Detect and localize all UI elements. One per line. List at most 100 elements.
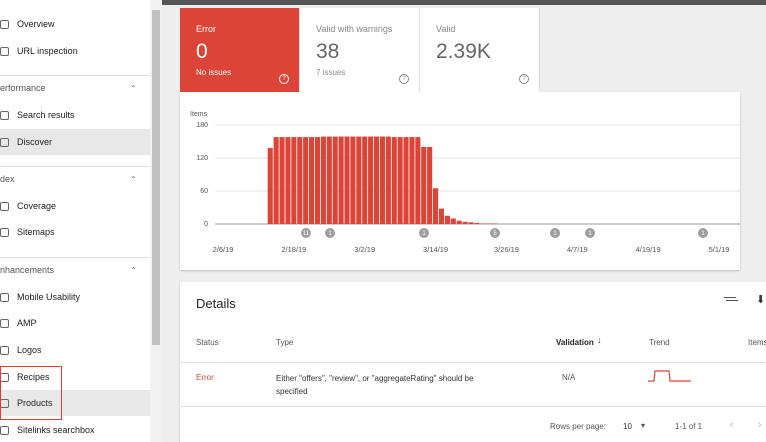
nav-item[interactable]: Logos [17,345,42,355]
nav-icon [0,228,9,237]
nav-item[interactable]: Sitemaps [17,227,55,237]
bar [291,137,297,224]
y-axis-label: Items [190,111,208,118]
x-tick-label: 5/1/19 [709,245,730,254]
filter-icon[interactable] [724,297,736,298]
nav-section: erformance [0,83,46,93]
scrollbar-thumb[interactable] [152,10,160,345]
nav-icon [0,346,9,355]
help-icon: ? [519,74,529,84]
bar [332,136,338,224]
x-tick-label: 3/2/19 [354,245,375,254]
bar [403,137,409,224]
row-divider [180,362,766,363]
nav-icon [0,426,9,435]
nav-item[interactable]: Mobile Usability [17,292,81,302]
bar [273,137,279,224]
nav-item[interactable]: Products [17,398,53,408]
nav-item[interactable]: Recipes [17,372,50,382]
rows-per-page[interactable]: 10 [623,422,632,431]
nav-highlight [0,129,150,155]
bar [474,222,480,224]
nav-item[interactable]: AMP [17,318,37,328]
y-tick-label: 0 [204,221,208,228]
cell-status: Error [196,373,214,382]
event-marker-label: 11 [303,231,310,237]
event-marker [585,228,595,238]
card-label: Error [196,24,216,34]
event-marker-label: 1 [588,231,592,237]
nav-item[interactable]: Discover [17,137,53,147]
bar [338,136,344,224]
x-tick-label: 4/7/19 [567,245,588,254]
bar [450,218,456,224]
next-page[interactable]: › [758,419,762,431]
bar [468,222,474,224]
bar [492,223,498,224]
bar [314,137,321,224]
event-marker [301,228,311,238]
rows-per-page-label: Rows per page: [550,422,607,431]
trend-sparkline [648,370,691,382]
nav-icon [0,20,9,29]
sort-arrow: ↓ [597,335,602,345]
collapse-icon: ⌃ [130,84,137,93]
nav-divider [0,257,150,258]
bar [427,147,433,224]
y-tick-label: 180 [196,122,208,129]
nav-section: nhancements [0,265,55,275]
y-tick-label: 120 [196,155,208,162]
range: 1-1 of 1 [675,422,703,431]
event-marker-label: 1 [553,231,557,237]
bar [486,223,492,224]
column-header: Type [276,338,294,347]
bar [297,137,303,224]
x-tick-label: 3/26/19 [494,245,519,254]
event-marker-label: 1 [328,231,332,237]
prev-page[interactable]: ‹ [730,419,734,431]
bar [421,147,427,224]
bar [279,137,285,224]
summary-card[interactable]: Error 0 No issues? [180,8,300,92]
cell-validation: N/A [562,373,576,382]
download-icon[interactable]: ⬇ [756,294,766,306]
nav-highlight [0,390,150,416]
nav-item[interactable]: Coverage [17,201,57,211]
bar [462,221,468,224]
event-marker [490,228,500,238]
column-header: Status [196,338,219,347]
nav-section: dex [0,174,15,184]
sidebar: Overview URL inspection erformance ⌃ Search … [0,0,150,442]
nav-icon [0,293,9,302]
bar [433,188,439,224]
highlight-box [0,366,62,420]
bar [326,136,332,224]
card-note: No issues [196,68,232,77]
event-marker [325,228,335,238]
bar [385,136,391,224]
nav-item[interactable]: Overview [17,19,55,29]
nav-icon [0,202,9,211]
nav-icon [0,111,9,120]
card-note: 7 issues [316,68,346,77]
y-tick-label: 60 [200,188,208,195]
bar [344,136,350,224]
chart-card [180,92,740,270]
x-tick-label: 4/19/19 [636,245,661,254]
nav-icon [0,138,9,147]
summary-card[interactable]: Valid with warnings 38 7 issues? [300,8,420,92]
column-header: Items [748,338,766,347]
cell-type: Either "offers", "review", or "aggregate… [276,374,474,396]
collapse-icon: ⌃ [130,266,137,275]
nav-item[interactable]: URL inspection [17,46,78,56]
nav-item[interactable]: Sitelinks searchbox [17,425,95,435]
bar [391,137,397,224]
bar [456,220,462,224]
bar [438,208,445,224]
nav-item[interactable]: Search results [17,110,75,120]
bar [362,136,368,224]
x-tick-label: 2/6/19 [213,245,234,254]
summary-card[interactable]: Valid 2.39K? [420,8,540,92]
